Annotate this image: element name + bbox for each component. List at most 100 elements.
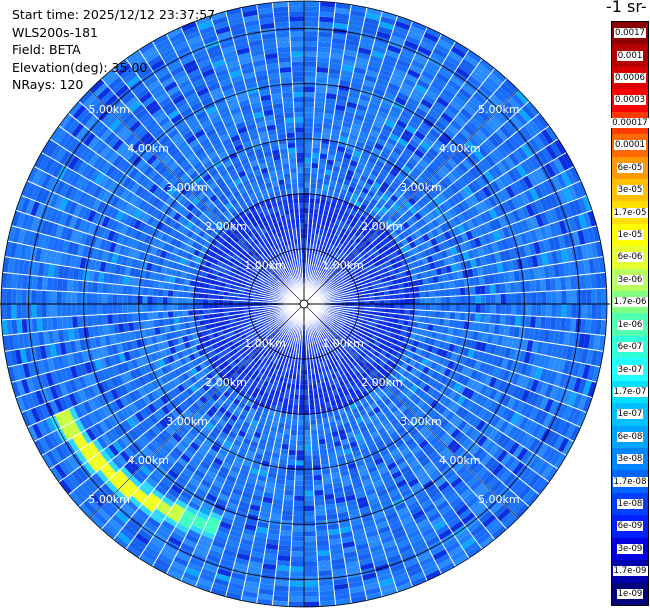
beta-cell [453, 180, 464, 192]
beta-cell [449, 75, 465, 88]
beta-cell [314, 107, 325, 114]
beta-cell [304, 535, 317, 542]
beta-cell [293, 490, 304, 496]
beta-cell [419, 140, 432, 151]
beta-cell [590, 242, 599, 259]
beta-cell [304, 107, 315, 113]
beta-cell [396, 186, 406, 196]
beta-cell [427, 276, 434, 285]
beta-cell [370, 124, 383, 134]
beta-cell [541, 304, 547, 317]
beta-cell [440, 111, 454, 124]
beta-cell [491, 263, 499, 274]
beta-cell [469, 238, 477, 250]
beta-cell [314, 260, 319, 266]
beta-cell [313, 479, 323, 486]
beta-cell [424, 263, 431, 272]
beta-cell [367, 259, 374, 267]
beta-cell [515, 233, 524, 247]
beta-cell [478, 235, 487, 247]
beta-cell [330, 42, 346, 50]
beta-cell [585, 243, 594, 259]
beta-cell [310, 172, 318, 179]
beta-cell [430, 297, 436, 304]
beta-cell [332, 271, 338, 277]
beta-cell [432, 275, 439, 284]
beta-cell [379, 151, 390, 160]
beta-cell [459, 287, 466, 296]
beta-cell [511, 258, 519, 271]
beta-cell [571, 289, 577, 304]
beta-cell [404, 161, 416, 171]
beta-cell [324, 286, 330, 291]
beta-cell [456, 223, 466, 235]
beta-cell [520, 160, 532, 176]
beta-cell [438, 258, 446, 268]
beta-cell [591, 225, 601, 243]
beta-cell [313, 122, 323, 129]
beta-cell [345, 39, 360, 48]
beta-cell [395, 119, 408, 130]
beta-cell [327, 77, 340, 85]
beta-cell [389, 35, 406, 45]
beta-cell [328, 185, 336, 192]
beta-cell [335, 99, 348, 107]
beta-cell [288, 596, 304, 602]
beta-cell [436, 96, 450, 108]
beta-cell [372, 120, 385, 129]
beta-cell [331, 289, 337, 294]
beta-cell [319, 273, 324, 279]
beta-cell [520, 205, 531, 219]
beta-cell [331, 170, 340, 178]
beta-cell [551, 290, 557, 304]
beta-cell [335, 182, 344, 189]
beta-cell [473, 191, 484, 203]
beta-cell [537, 182, 549, 198]
beta-cell [363, 116, 375, 125]
beta-cell [330, 175, 338, 183]
beta-cell [319, 204, 325, 211]
beta-cell [543, 265, 551, 279]
beta-cell [447, 79, 462, 92]
beta-cell [323, 247, 329, 254]
beta-cell [293, 500, 304, 506]
beta-cell [530, 201, 540, 216]
beta-cell [334, 253, 340, 260]
beta-cell [364, 111, 377, 121]
beta-cell [329, 57, 343, 65]
beta-cell [470, 228, 479, 239]
beta-cell [435, 304, 441, 312]
beta-cell [336, 198, 344, 205]
beta-cell [322, 210, 329, 217]
beta-cell [304, 157, 312, 163]
beta-cell [291, 419, 298, 426]
beta-cell [443, 230, 452, 241]
beta-cell [541, 147, 554, 163]
beta-cell [384, 159, 395, 169]
beta-cell [307, 228, 312, 234]
beta-cell [304, 66, 317, 73]
beta-cell [353, 188, 362, 197]
beta-cell [338, 136, 349, 144]
beta-cell [399, 182, 409, 192]
beta-cell [469, 258, 477, 269]
beta-cell [452, 41, 470, 55]
beta-cell [437, 116, 451, 128]
beta-cell [452, 271, 459, 281]
beta-cell [323, 174, 332, 181]
beta-cell [528, 187, 540, 202]
beta-cell [336, 145, 346, 153]
beta-cell [525, 203, 536, 218]
beta-cell [362, 79, 376, 88]
beta-cell [356, 52, 371, 61]
beta-cell [412, 166, 423, 177]
beta-cell [304, 460, 313, 466]
beta-cell [483, 170, 495, 183]
beta-cell [428, 283, 435, 291]
beta-cell [304, 596, 320, 602]
beta-cell [496, 240, 504, 252]
beta-cell [464, 170, 476, 183]
beta-cell [364, 74, 378, 84]
beta-cell [517, 108, 532, 123]
